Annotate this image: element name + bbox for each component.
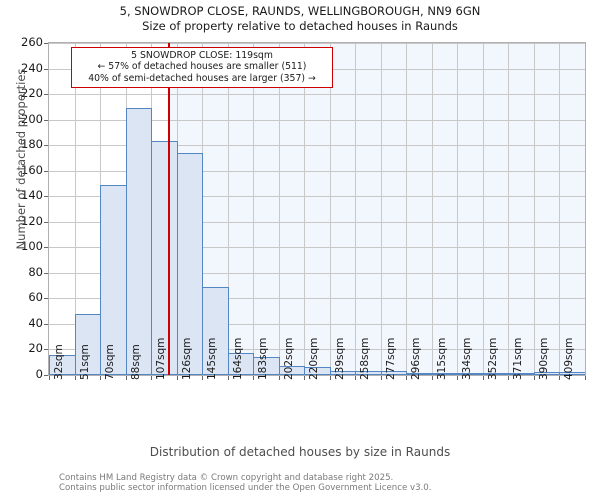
- histogram-bar: [457, 373, 484, 375]
- gridline-vertical: [559, 43, 560, 375]
- x-axis-tick-mark: [279, 376, 280, 380]
- gridline-horizontal: [49, 273, 585, 274]
- larger-properties-shading: [167, 43, 585, 375]
- gridline-horizontal: [49, 145, 585, 146]
- x-axis-tick-mark: [75, 376, 76, 380]
- gridline-horizontal: [49, 324, 585, 325]
- y-axis-tick-label: 20: [28, 341, 43, 356]
- gridline-vertical: [432, 43, 433, 375]
- histogram-bar: [380, 371, 408, 375]
- property-annotation-box: 5 SNOWDROP CLOSE: 119sqm ← 57% of detach…: [71, 47, 333, 88]
- histogram-bar: [125, 108, 153, 375]
- x-axis-tick-mark: [253, 376, 254, 380]
- histogram-bar: [355, 371, 382, 375]
- gridline-vertical: [406, 43, 407, 375]
- histogram-bar: [176, 152, 204, 375]
- annotation-line-3: 40% of semi-detached houses are larger (…: [88, 72, 316, 84]
- chart-title-block: 5, SNOWDROP CLOSE, RAUNDS, WELLINGBOROUG…: [0, 4, 600, 34]
- x-axis-label: Distribution of detached houses by size …: [149, 445, 451, 459]
- histogram-bar: [329, 371, 357, 375]
- x-axis-tick-mark: [151, 376, 152, 380]
- x-axis-tick-mark: [406, 376, 407, 380]
- gridline-horizontal: [49, 298, 585, 299]
- gridline-vertical: [483, 43, 484, 375]
- histogram-bar: [278, 366, 306, 375]
- x-axis-tick-mark: [100, 376, 101, 380]
- chart-subtitle: Size of property relative to detached ho…: [142, 19, 458, 33]
- histogram-bar: [406, 373, 433, 375]
- gridline-horizontal: [49, 94, 585, 95]
- x-axis-tick-mark: [457, 376, 458, 380]
- x-axis-tick-mark: [330, 376, 331, 380]
- x-axis-tick-mark: [534, 376, 535, 380]
- histogram-bar: [227, 353, 255, 375]
- annotation-line-1: 5 SNOWDROP CLOSE: 119sqm: [131, 50, 273, 61]
- histogram-plot-area: [48, 42, 586, 376]
- x-axis-tick-mark: [202, 376, 203, 380]
- property-size-marker-line: [167, 43, 170, 375]
- gridline-vertical: [304, 43, 305, 375]
- gridline-vertical: [279, 43, 280, 375]
- gridline-vertical: [457, 43, 458, 375]
- y-axis-tick-label: 40: [28, 315, 43, 330]
- gridline-horizontal: [49, 196, 585, 197]
- x-axis-tick-mark: [304, 376, 305, 380]
- histogram-bar: [100, 184, 127, 375]
- gridline-vertical: [330, 43, 331, 375]
- gridline-vertical: [228, 43, 229, 375]
- histogram-bar: [151, 141, 178, 375]
- x-axis-tick-mark: [559, 376, 560, 380]
- histogram-bar: [304, 367, 331, 375]
- x-axis-tick-mark: [381, 376, 382, 380]
- gridline-vertical: [253, 43, 254, 375]
- x-axis-tick-mark: [432, 376, 433, 380]
- gridline-vertical: [75, 43, 76, 375]
- gridline-horizontal: [49, 171, 585, 172]
- x-axis-tick-mark: [585, 376, 586, 380]
- x-axis-tick-mark: [49, 376, 50, 380]
- x-axis-tick-mark: [355, 376, 356, 380]
- gridline-horizontal: [49, 222, 585, 223]
- y-axis-label: Number of detached properties: [14, 68, 28, 250]
- attribution-footer: Contains HM Land Registry data © Crown c…: [59, 473, 589, 494]
- page-title: 5, SNOWDROP CLOSE, RAUNDS, WELLINGBOROUG…: [119, 4, 481, 18]
- histogram-bar: [253, 357, 280, 375]
- gridline-horizontal: [49, 120, 585, 121]
- x-axis-tick-mark: [126, 376, 127, 380]
- histogram-bar: [508, 373, 535, 375]
- y-axis-tick-label: 60: [28, 290, 43, 305]
- gridline-horizontal: [49, 349, 585, 350]
- histogram-bar: [431, 373, 459, 375]
- y-axis-tick-label: 0: [35, 367, 43, 381]
- x-axis-tick-mark: [228, 376, 229, 380]
- histogram-bar: [559, 372, 585, 375]
- histogram-bar: [74, 313, 102, 375]
- histogram-bar: [49, 354, 76, 375]
- gridline-vertical: [355, 43, 356, 375]
- gridline-vertical: [508, 43, 509, 375]
- gridline-vertical: [381, 43, 382, 375]
- footer-line-2: Contains public sector information licen…: [59, 483, 432, 494]
- x-axis-tick-mark: [483, 376, 484, 380]
- annotation-line-2: ← 57% of detached houses are smaller (51…: [97, 61, 307, 73]
- histogram-bar: [482, 373, 510, 375]
- footer-line-1: Contains HM Land Registry data © Crown c…: [59, 473, 394, 483]
- gridline-horizontal: [49, 247, 585, 248]
- histogram-bar: [202, 286, 229, 375]
- gridline-horizontal: [49, 43, 585, 44]
- histogram-bar: [533, 372, 561, 375]
- gridline-vertical: [534, 43, 535, 375]
- x-axis-tick-mark: [508, 376, 509, 380]
- x-axis-tick-mark: [177, 376, 178, 380]
